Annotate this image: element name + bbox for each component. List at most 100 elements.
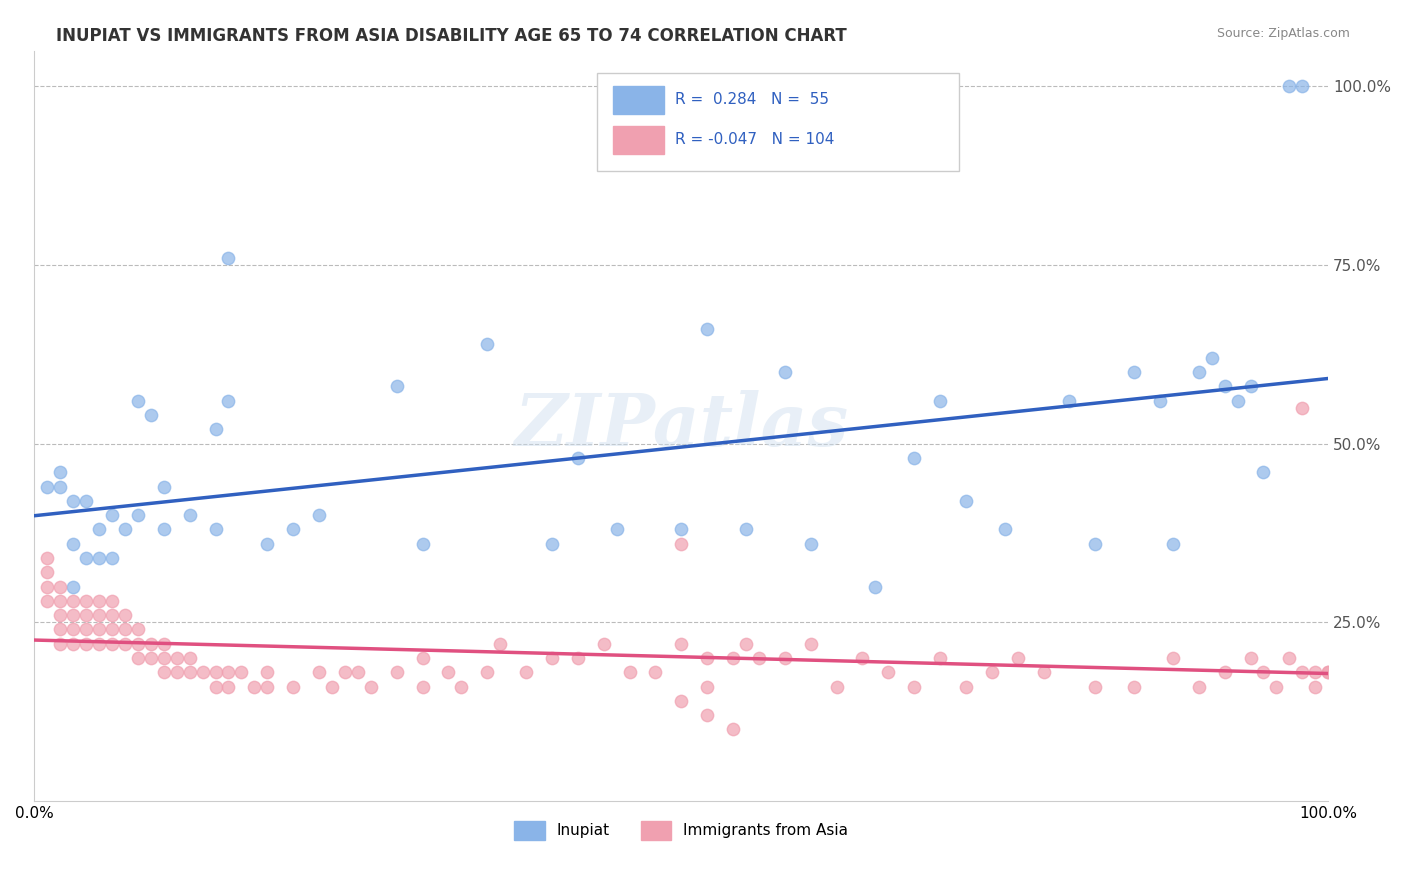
Point [541, 536, 564, 550]
Point [243, 680, 266, 694]
Point [87, 637, 110, 651]
Point [929, 651, 952, 665]
Point [721, 723, 744, 737]
Point [49, 637, 72, 651]
Point [735, 637, 758, 651]
Point [101, 608, 124, 623]
Point [1213, 665, 1236, 680]
Point [49, 623, 72, 637]
Point [87, 594, 110, 608]
Point [865, 580, 887, 594]
Point [1278, 79, 1301, 94]
Point [1291, 665, 1313, 680]
Point [308, 508, 330, 522]
Point [567, 651, 589, 665]
Point [1032, 665, 1054, 680]
Point [412, 651, 434, 665]
Point [75, 608, 97, 623]
Point [1317, 665, 1340, 680]
Point [477, 665, 499, 680]
Point [1084, 536, 1107, 550]
Point [735, 522, 758, 536]
Point [437, 665, 460, 680]
Point [994, 522, 1017, 536]
Point [62, 637, 84, 651]
Point [1303, 665, 1326, 680]
Point [37, 551, 59, 566]
Point [204, 522, 226, 536]
FancyBboxPatch shape [598, 73, 959, 170]
Point [450, 680, 472, 694]
Point [87, 551, 110, 566]
Point [62, 594, 84, 608]
Point [1188, 365, 1211, 379]
Point [1188, 680, 1211, 694]
Point [114, 608, 136, 623]
Point [49, 594, 72, 608]
Point [592, 637, 614, 651]
Point [152, 665, 174, 680]
Point [114, 623, 136, 637]
Point [671, 637, 693, 651]
Point [49, 465, 72, 479]
Point [62, 536, 84, 550]
Point [385, 665, 408, 680]
Point [166, 651, 188, 665]
Point [75, 623, 97, 637]
Point [671, 694, 693, 708]
Point [346, 665, 368, 680]
Point [152, 522, 174, 536]
Point [1226, 393, 1249, 408]
Point [1253, 465, 1275, 479]
Point [1239, 379, 1261, 393]
Point [139, 408, 162, 422]
Point [75, 594, 97, 608]
Point [204, 680, 226, 694]
Point [1253, 665, 1275, 680]
Point [1161, 651, 1184, 665]
Point [256, 680, 278, 694]
Point [619, 665, 641, 680]
Point [1123, 680, 1146, 694]
Point [217, 251, 239, 265]
Point [166, 665, 188, 680]
Point [696, 651, 718, 665]
Point [101, 594, 124, 608]
Point [152, 637, 174, 651]
Point [179, 651, 201, 665]
Point [75, 637, 97, 651]
Point [696, 708, 718, 723]
Point [101, 551, 124, 566]
Point [1291, 79, 1313, 94]
Point [489, 637, 512, 651]
Point [49, 608, 72, 623]
Point [127, 651, 149, 665]
Point [217, 665, 239, 680]
Point [37, 479, 59, 493]
Point [696, 680, 718, 694]
Point [696, 322, 718, 336]
Point [825, 680, 848, 694]
Point [955, 680, 977, 694]
Point [1239, 651, 1261, 665]
Point [62, 608, 84, 623]
Point [721, 651, 744, 665]
Point [851, 651, 873, 665]
Point [412, 680, 434, 694]
Point [800, 536, 823, 550]
FancyBboxPatch shape [613, 86, 665, 114]
Text: INUPIAT VS IMMIGRANTS FROM ASIA DISABILITY AGE 65 TO 74 CORRELATION CHART: INUPIAT VS IMMIGRANTS FROM ASIA DISABILI… [56, 27, 846, 45]
Text: Source: ZipAtlas.com: Source: ZipAtlas.com [1216, 27, 1350, 40]
Point [101, 637, 124, 651]
Point [1213, 379, 1236, 393]
Point [87, 522, 110, 536]
Point [671, 522, 693, 536]
Point [1084, 680, 1107, 694]
Point [179, 665, 201, 680]
Point [75, 551, 97, 566]
Point [127, 393, 149, 408]
Point [49, 479, 72, 493]
Point [321, 680, 343, 694]
Point [152, 479, 174, 493]
Point [412, 536, 434, 550]
